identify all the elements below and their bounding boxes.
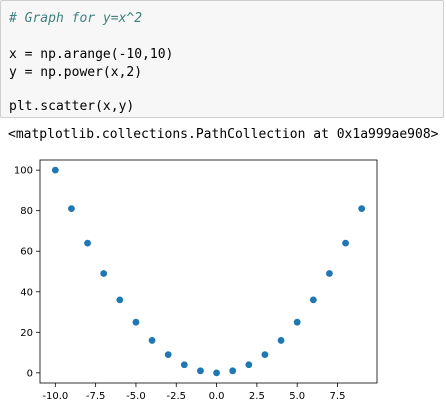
scatter-point bbox=[132, 318, 140, 326]
scatter-point bbox=[229, 367, 237, 375]
y-tick-label: 40 bbox=[20, 287, 33, 298]
scatter-point bbox=[245, 361, 253, 369]
x-tick-label: -10.0 bbox=[42, 391, 68, 402]
y-tick-label: 80 bbox=[20, 206, 33, 217]
scatter-point bbox=[261, 351, 269, 359]
code-line-power: y = np.power(x,2) bbox=[9, 65, 143, 80]
code-line-comment: # Graph for y=x^2 bbox=[9, 11, 143, 26]
x-tick-label: -5.0 bbox=[126, 391, 146, 402]
y-tick-label: 100 bbox=[14, 166, 33, 177]
y-axis: 0 20 40 60 80 100 bbox=[14, 166, 40, 379]
plot-frame bbox=[39, 159, 378, 384]
scatter-chart: -10.0 -7.5 -5.0 -2.5 0.0 2.5 5.0 7.5 0 20 40 60 80 1… bbox=[14, 159, 378, 402]
scatter-point bbox=[100, 270, 108, 277]
scatter-point bbox=[84, 239, 91, 247]
scatter-point bbox=[293, 318, 301, 326]
x-tick-label: 5.0 bbox=[289, 391, 305, 402]
scatter-point bbox=[180, 361, 188, 369]
x-axis: -10.0 -7.5 -5.0 -2.5 0.0 2.5 5.0 7.5 bbox=[42, 383, 345, 402]
code-line-arange: x = np.arange(-10,10) bbox=[9, 47, 174, 62]
scatter-point bbox=[309, 296, 317, 304]
scatter-point bbox=[358, 205, 366, 213]
scatter-point bbox=[197, 367, 204, 375]
y-tick-label: 0 bbox=[27, 368, 33, 379]
scatter-point bbox=[68, 205, 75, 213]
scatter-point bbox=[148, 337, 156, 344]
x-tick-label: -7.5 bbox=[86, 391, 106, 402]
scatter-point bbox=[164, 351, 172, 359]
scatter-point bbox=[51, 166, 59, 174]
x-tick-label: 7.5 bbox=[330, 391, 346, 402]
cell-output-text: <matplotlib.collections.PathCollection a… bbox=[8, 127, 439, 142]
x-tick-label: -2.5 bbox=[166, 391, 186, 402]
x-tick-label: 0.0 bbox=[209, 391, 225, 402]
code-line-scatter: plt.scatter(x,y) bbox=[9, 99, 135, 114]
scatter-point bbox=[116, 296, 124, 304]
x-tick-label: 2.5 bbox=[249, 391, 265, 402]
y-tick-label: 20 bbox=[20, 328, 33, 339]
scatter-point bbox=[326, 270, 333, 277]
y-tick-label: 60 bbox=[20, 247, 33, 258]
scatter-points bbox=[51, 166, 366, 377]
scatter-point bbox=[213, 369, 220, 377]
scatter-point bbox=[277, 337, 285, 344]
scatter-point bbox=[342, 239, 349, 247]
code-cell[interactable]: # Graph for y=x^2 x = np.arange(-10,10) … bbox=[0, 0, 444, 118]
